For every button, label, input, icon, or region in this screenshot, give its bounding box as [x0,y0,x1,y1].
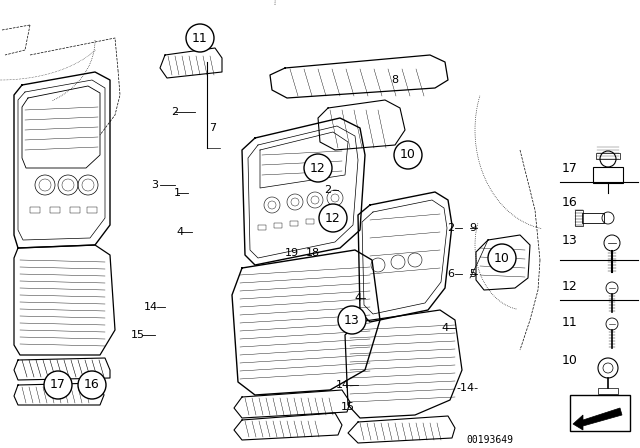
Text: 15: 15 [341,402,355,412]
Text: 4: 4 [177,227,184,237]
Text: 10: 10 [494,251,510,264]
Text: 12: 12 [310,161,326,175]
Text: 15: 15 [131,330,145,340]
Text: 16: 16 [562,195,578,208]
Text: 2: 2 [172,107,179,117]
Text: 16: 16 [84,379,100,392]
Circle shape [488,244,516,272]
Text: 3: 3 [152,180,159,190]
Text: 13: 13 [562,233,578,246]
Text: 2: 2 [324,185,332,195]
Circle shape [304,154,332,182]
Circle shape [338,306,366,334]
Circle shape [78,371,106,399]
Circle shape [44,371,72,399]
Text: 1: 1 [173,188,180,198]
Circle shape [394,141,422,169]
Text: 11: 11 [562,315,578,328]
Text: 4: 4 [442,323,449,333]
Text: 6: 6 [447,269,454,279]
Text: 19: 19 [285,248,299,258]
Text: 7: 7 [209,123,216,133]
Text: 12: 12 [325,211,341,224]
Text: 10: 10 [562,353,578,366]
Circle shape [319,204,347,232]
Text: 4: 4 [355,293,362,303]
Text: -14-: -14- [457,383,479,393]
Text: 12: 12 [562,280,578,293]
Polygon shape [573,408,622,430]
Text: 17: 17 [50,379,66,392]
Text: 2: 2 [447,223,454,233]
Text: 13: 13 [344,314,360,327]
Text: 5: 5 [470,269,477,279]
Text: 9: 9 [469,223,477,233]
Text: 11: 11 [192,31,208,44]
Circle shape [186,24,214,52]
Text: 10: 10 [400,148,416,161]
Text: 00193649: 00193649 [467,435,513,445]
Text: 8: 8 [392,75,399,85]
Text: 17: 17 [562,161,578,175]
Text: 14: 14 [144,302,158,312]
Text: 14: 14 [336,380,350,390]
Text: 18: 18 [306,248,320,258]
